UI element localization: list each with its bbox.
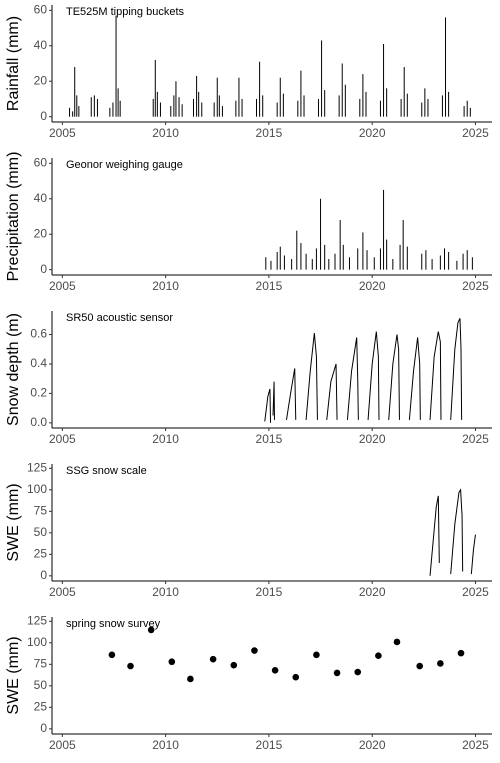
x-tick-label: 2025 bbox=[462, 738, 489, 752]
point bbox=[147, 626, 155, 634]
point bbox=[209, 655, 217, 663]
annotation: SR50 acoustic sensor bbox=[66, 312, 173, 324]
y-tick-label: 0.2 bbox=[30, 386, 47, 400]
y-axis-label: Rainfall (mm) bbox=[5, 16, 22, 111]
point bbox=[108, 651, 116, 659]
point bbox=[168, 658, 176, 666]
x-tick-label: 2025 bbox=[462, 432, 489, 446]
point bbox=[457, 649, 465, 657]
point bbox=[375, 652, 382, 660]
y-axis-label: Snow depth (m) bbox=[5, 313, 22, 426]
y-tick-label: 0.4 bbox=[30, 356, 47, 370]
y-tick-label: 125 bbox=[27, 613, 47, 627]
y-axis-label: SWE (mm) bbox=[5, 483, 22, 561]
x-tick-label: 2005 bbox=[49, 279, 76, 293]
point bbox=[127, 662, 134, 670]
annotation: TE525M tipping buckets bbox=[66, 6, 185, 18]
y-tick-label: 20 bbox=[34, 226, 48, 240]
series-line bbox=[429, 488, 476, 576]
point bbox=[313, 651, 320, 659]
point bbox=[354, 668, 362, 676]
x-tick-label: 2015 bbox=[256, 432, 283, 446]
y-tick-label: 75 bbox=[34, 503, 48, 517]
x-tick-label: 2005 bbox=[49, 585, 76, 599]
y-tick-label: 0.6 bbox=[30, 327, 47, 341]
point bbox=[187, 675, 194, 683]
point bbox=[230, 661, 238, 669]
y-axis-label: Precipitation (mm) bbox=[5, 152, 22, 282]
x-tick-label: 2005 bbox=[49, 738, 76, 752]
y-tick-label: 0 bbox=[40, 109, 47, 123]
x-tick-label: 2020 bbox=[359, 585, 386, 599]
x-tick-label: 2025 bbox=[462, 279, 489, 293]
y-tick-label: 60 bbox=[34, 2, 48, 16]
x-tick-label: 2015 bbox=[256, 585, 283, 599]
y-tick-label: 20 bbox=[34, 73, 48, 87]
x-tick-label: 2015 bbox=[256, 279, 283, 293]
x-tick-label: 2010 bbox=[152, 126, 179, 140]
y-tick-label: 0.0 bbox=[30, 415, 47, 429]
y-tick-label: 100 bbox=[27, 635, 47, 649]
y-tick-label: 125 bbox=[27, 460, 47, 474]
x-tick-label: 2020 bbox=[359, 432, 386, 446]
y-tick-label: 25 bbox=[34, 700, 48, 714]
x-tick-label: 2020 bbox=[359, 279, 386, 293]
y-tick-label: 50 bbox=[34, 678, 48, 692]
x-tick-label: 2020 bbox=[359, 738, 386, 752]
y-tick-label: 0 bbox=[40, 262, 47, 276]
y-tick-label: 0 bbox=[40, 721, 47, 735]
y-tick-label: 75 bbox=[34, 656, 48, 670]
y-tick-label: 50 bbox=[34, 525, 48, 539]
x-tick-label: 2010 bbox=[152, 279, 179, 293]
annotation: SSG snow scale bbox=[66, 465, 147, 477]
x-tick-label: 2015 bbox=[256, 126, 283, 140]
point bbox=[437, 660, 444, 667]
y-tick-label: 100 bbox=[27, 482, 47, 496]
x-tick-label: 2020 bbox=[359, 126, 386, 140]
point bbox=[292, 673, 300, 681]
y-tick-label: 60 bbox=[34, 155, 48, 169]
annotation: spring snow survey bbox=[66, 618, 161, 630]
y-tick-label: 40 bbox=[34, 38, 48, 52]
point bbox=[393, 638, 401, 646]
x-tick-label: 2005 bbox=[49, 432, 76, 446]
x-tick-label: 2010 bbox=[152, 432, 179, 446]
point bbox=[251, 647, 258, 654]
x-tick-label: 2010 bbox=[152, 738, 179, 752]
point bbox=[333, 669, 341, 677]
x-tick-label: 2015 bbox=[256, 738, 283, 752]
annotation: Geonor weighing gauge bbox=[66, 159, 183, 171]
y-tick-label: 0 bbox=[40, 568, 47, 582]
series-line bbox=[264, 318, 463, 423]
y-tick-label: 40 bbox=[34, 191, 48, 205]
y-axis-label: SWE (mm) bbox=[5, 636, 22, 714]
x-tick-label: 2025 bbox=[462, 126, 489, 140]
x-tick-label: 2025 bbox=[462, 585, 489, 599]
point bbox=[416, 662, 423, 670]
x-tick-label: 2005 bbox=[49, 126, 76, 140]
x-tick-label: 2010 bbox=[152, 585, 179, 599]
point bbox=[271, 667, 279, 674]
y-tick-label: 25 bbox=[34, 547, 48, 561]
